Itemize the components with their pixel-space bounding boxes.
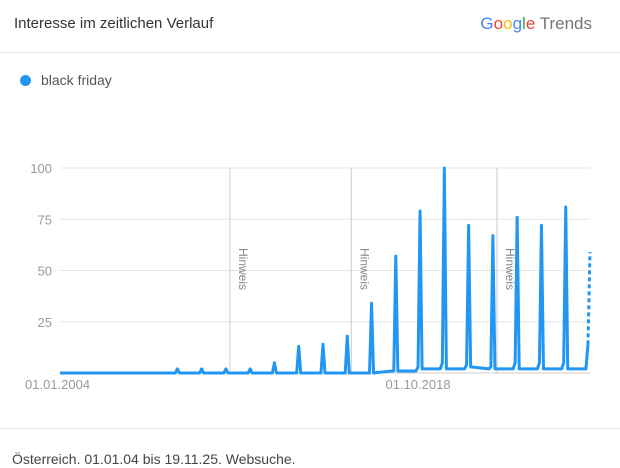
y-tick-label: 75 bbox=[38, 212, 52, 227]
footer: Österreich. 01.01.04 bis 19.11.25. Websu… bbox=[0, 428, 620, 429]
series-line-partial bbox=[588, 252, 590, 344]
x-tick-label: 01.01.2004 bbox=[25, 377, 90, 392]
annotation-label: Hinweis bbox=[357, 248, 371, 290]
x-tick-label: 01.10.2018 bbox=[386, 377, 451, 392]
footer-text: Österreich. 01.01.04 bis 19.11.25. Websu… bbox=[12, 451, 296, 467]
y-tick-label: 100 bbox=[30, 161, 52, 176]
y-tick-label: 50 bbox=[38, 264, 52, 279]
annotation-label: Hinweis bbox=[236, 248, 250, 290]
y-tick-label: 25 bbox=[38, 315, 52, 330]
trend-chart: 25 50 75 100 01.01.2004 01.10.2018 Hinweis Hinw… bbox=[0, 0, 620, 428]
